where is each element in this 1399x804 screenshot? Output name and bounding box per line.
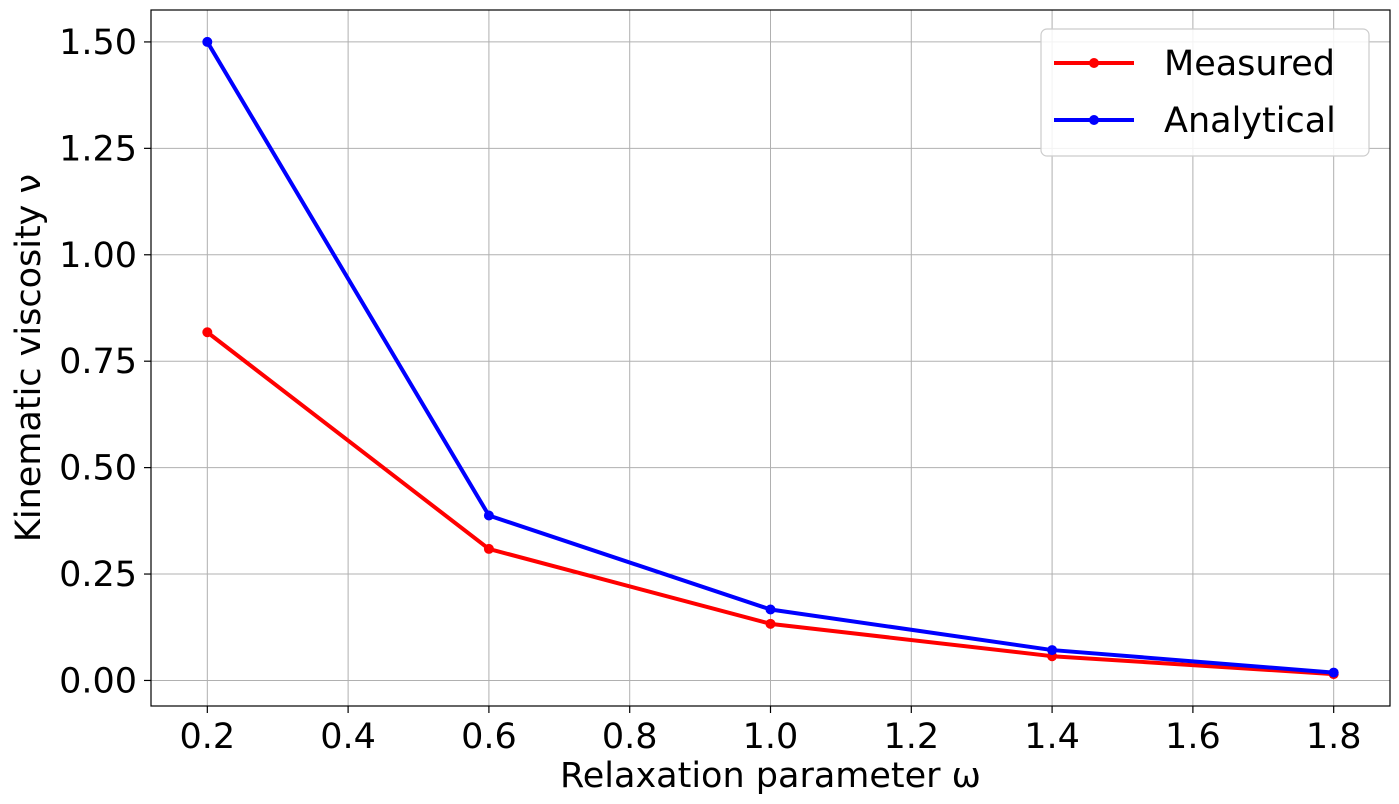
legend-label-measured: Measured [1164,44,1335,84]
y-axis-ticks: 0.00 0.25 0.50 0.75 1.00 1.25 1.50 [59,23,151,701]
y-tick-label: 1.25 [59,129,137,169]
legend: Measured Analytical [1040,28,1370,157]
data-point-analytical [765,604,776,615]
y-tick-label: 0.00 [59,661,137,701]
y-tick-label: 0.50 [59,449,137,489]
grid [151,10,1390,706]
x-tick-label: 0.4 [320,717,376,757]
x-tick-label: 0.2 [179,717,235,757]
y-tick-label: 0.75 [59,342,137,382]
legend-marker-analytical [1089,115,1099,125]
data-point-analytical [483,510,494,521]
x-tick-label: 1.8 [1306,717,1362,757]
data-point-measured [483,543,494,554]
data-point-analytical [1047,645,1058,656]
y-axis-title: Kinematic viscosity ν [9,174,49,542]
data-point-measured [765,618,776,629]
y-tick-label: 0.25 [59,555,137,595]
y-tick-label: 1.50 [59,23,137,63]
data-point-analytical [1328,667,1339,678]
series-lines [202,36,1339,680]
x-tick-label: 1.4 [1024,717,1080,757]
x-axis-ticks: 0.2 0.4 0.6 0.8 1.0 1.2 1.4 1.6 1.8 [179,706,1362,757]
legend-marker-measured [1089,58,1099,68]
y-tick-label: 1.00 [59,236,137,276]
data-point-measured [202,327,213,338]
x-tick-label: 0.6 [461,717,517,757]
x-tick-label: 0.8 [602,717,658,757]
legend-label-analytical: Analytical [1164,101,1336,141]
legend-box [1040,28,1370,157]
x-tick-label: 1.0 [743,717,799,757]
x-axis-title: Relaxation parameter ω [560,756,981,796]
x-tick-label: 1.2 [883,717,939,757]
x-tick-label: 1.6 [1165,717,1221,757]
data-point-analytical [202,36,213,47]
